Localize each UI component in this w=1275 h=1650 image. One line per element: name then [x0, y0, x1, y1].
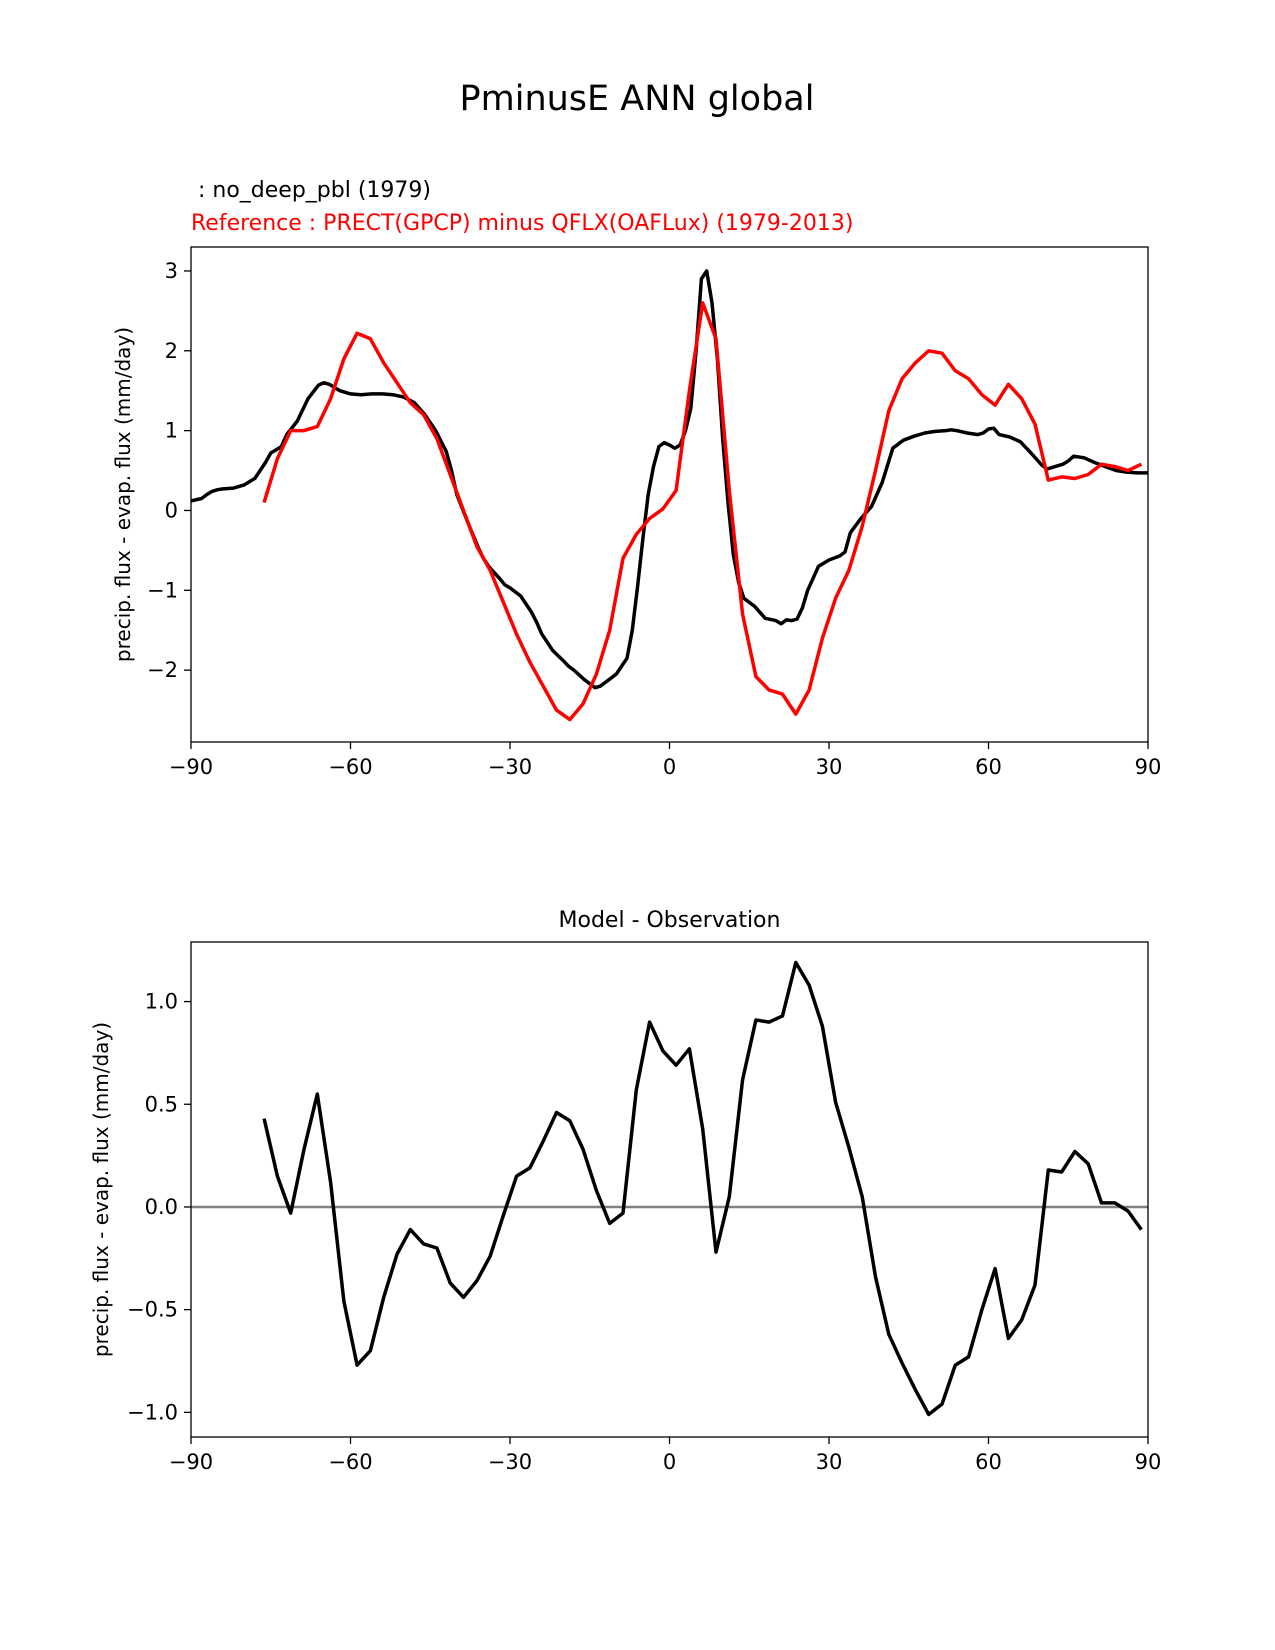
top-y-tick-label: 2 [165, 339, 178, 363]
bottom-x-tick-label: 60 [975, 1450, 1002, 1474]
top-series-lines [190, 269, 1148, 722]
bottom-y-ticks: 1.0 0.5 0.0 −0.5 −1.0 [127, 990, 191, 1424]
top-y-tick-label: 1 [165, 419, 178, 443]
top-x-tick-label: −60 [328, 755, 372, 779]
bottom-x-tick-label: 30 [816, 1450, 843, 1474]
figure-title: PminusE ANN global [460, 79, 815, 119]
bottom-x-tick-label: 0 [663, 1450, 676, 1474]
top-x-tick-label: 0 [663, 755, 676, 779]
top-x-ticks: −90 −60 −30 0 30 60 90 [169, 742, 1162, 779]
bottom-series-line-0 [262, 960, 1143, 1417]
top-x-tick-label: −90 [169, 755, 213, 779]
top-x-tick-label: −30 [488, 755, 532, 779]
top-x-tick-label: 30 [816, 755, 843, 779]
bottom-y-tick-label: 1.0 [145, 990, 178, 1014]
top-axes-frame [190, 246, 1149, 743]
top-panel: : no_deep_pbl (1979) Reference : PRECT(G… [111, 178, 1161, 779]
bottom-x-ticks: −90 −60 −30 0 30 60 90 [169, 1437, 1162, 1474]
top-y-tick-label: 0 [165, 498, 178, 522]
top-y-tick-label: 3 [165, 259, 178, 283]
top-y-tick-label: −2 [147, 658, 178, 682]
bottom-x-tick-label: −30 [488, 1450, 532, 1474]
top-y-axis-label: precip. flux - evap. flux (mm/day) [111, 327, 135, 662]
bottom-x-tick-label: 90 [1135, 1450, 1162, 1474]
bottom-panel: Model - Observation −90 −60 −30 0 30 60 90 1.0… [89, 908, 1161, 1474]
reference-label: Reference : PRECT(GPCP) minus QFLX(OAFLu… [191, 211, 853, 236]
top-series-line-0 [190, 269, 1148, 690]
bottom-y-tick-label: −0.5 [127, 1298, 178, 1322]
test-run-label: : no_deep_pbl (1979) [191, 178, 431, 203]
bottom-panel-title: Model - Observation [559, 908, 781, 933]
bottom-y-tick-label: −1.0 [127, 1400, 178, 1424]
bottom-x-tick-label: −60 [328, 1450, 372, 1474]
bottom-y-axis-label: precip. flux - evap. flux (mm/day) [89, 1022, 113, 1357]
top-series-line-1 [262, 301, 1143, 722]
top-y-tick-label: −1 [147, 578, 178, 602]
top-x-tick-label: 60 [975, 755, 1002, 779]
bottom-x-tick-label: −90 [169, 1450, 213, 1474]
bottom-y-tick-label: 0.5 [145, 1092, 178, 1116]
top-x-tick-label: 90 [1135, 755, 1162, 779]
top-y-ticks: 3 2 1 0 −1 −2 [147, 259, 191, 682]
bottom-y-tick-label: 0.0 [145, 1195, 178, 1219]
bottom-series-lines [262, 960, 1143, 1417]
bottom-axes-frame [190, 941, 1149, 1438]
